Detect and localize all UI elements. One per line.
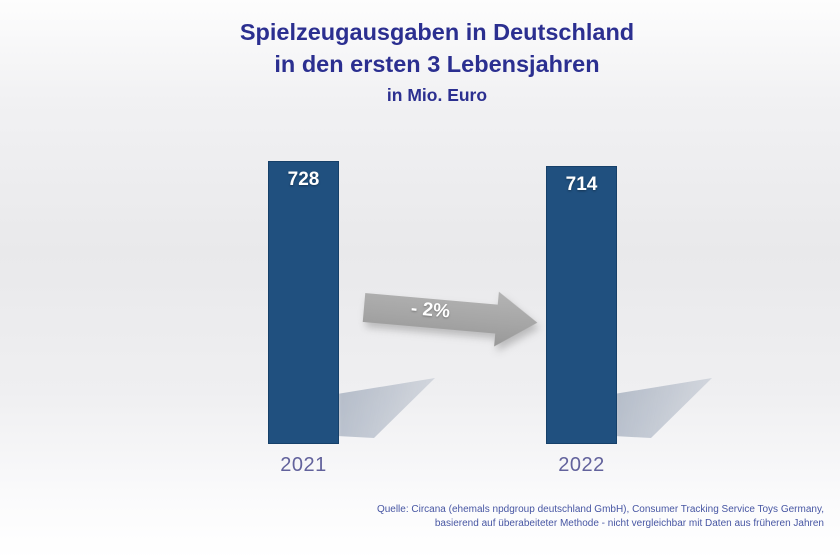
title-line-2: in den ersten 3 Lebensjahren	[274, 51, 600, 77]
right-arrow-icon	[362, 291, 538, 347]
change-arrow: - 2%	[361, 277, 541, 353]
source-note: Quelle: Circana (ehemals npdgroup deutsc…	[377, 503, 824, 530]
bar-value-2021: 728	[287, 169, 320, 190]
bar-2022: 714	[546, 166, 617, 444]
bar-shadow-2022	[614, 378, 712, 438]
title-unit-subtitle: in Mio. Euro	[386, 85, 488, 105]
bar-shadow-2021	[337, 378, 435, 438]
source-line-1: Quelle: Circana (ehemals npdgroup deutsc…	[376, 504, 824, 515]
axis-label-2021: 2021	[280, 454, 327, 476]
source-line-2: basierend auf überabeiteter Methode - ni…	[434, 517, 824, 529]
chart-title: Spielzeugausgaben in Deutschland in den …	[34, 16, 840, 108]
title-line-1: Spielzeugausgaben in Deutschland	[239, 19, 635, 45]
axis-label-2022: 2022	[558, 454, 605, 476]
bar-2021: 728	[268, 161, 339, 444]
bar-value-2022: 714	[565, 174, 598, 195]
